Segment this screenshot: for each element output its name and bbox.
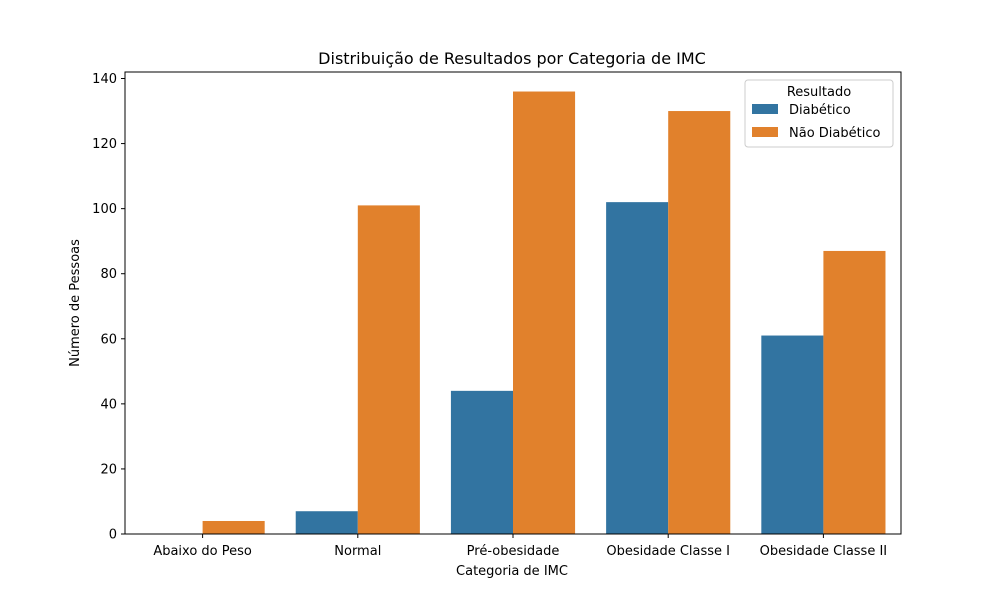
x-tick-label-1: Normal	[334, 544, 381, 559]
x-tick-label-0: Abaixo do Peso	[153, 544, 252, 559]
bar-series0-cat2	[450, 390, 513, 534]
bar-series1-cat3	[668, 111, 731, 535]
y-tick-label-3: 60	[100, 332, 117, 347]
x-tick-label-4: Obesidade Classe II	[760, 544, 887, 559]
x-axis-label: Categoria de IMC	[456, 564, 568, 579]
y-tick-label-6: 120	[92, 137, 117, 152]
y-tick-label-1: 20	[100, 462, 117, 477]
y-tick-label-5: 100	[92, 202, 117, 217]
legend: Resultado Diabético Não Diabético	[744, 79, 894, 148]
chart-title: Distribuição de Resultados por Categoria…	[318, 49, 706, 68]
bar-series1-cat4	[823, 250, 886, 534]
legend-swatch-diabetico	[752, 104, 778, 114]
plot-frame	[124, 71, 902, 535]
x-axis: Abaixo do Peso Normal Pré-obesidade Obesida…	[153, 534, 887, 559]
bar-series1-cat1	[357, 205, 420, 535]
bar-series0-cat3	[606, 202, 669, 534]
y-axis: 0 20 40 60 80 100 120 140	[92, 72, 125, 543]
bar-series0-cat4	[761, 335, 824, 534]
y-axis-label: Número de Pessoas	[68, 239, 83, 367]
legend-box	[744, 79, 894, 148]
y-tick-label-4: 80	[100, 267, 117, 282]
legend-label-diabetico: Diabético	[789, 103, 851, 118]
y-tick-label-7: 140	[92, 72, 117, 87]
legend-label-nao-diabetico: Não Diabético	[789, 126, 880, 141]
y-tick-label-2: 40	[100, 397, 117, 412]
x-tick-label-3: Obesidade Classe I	[606, 544, 730, 559]
bars-group	[202, 91, 886, 535]
bar-series1-cat2	[513, 91, 576, 535]
bar-series1-cat0	[202, 520, 265, 534]
y-tick-label-0: 0	[109, 528, 117, 543]
x-tick-label-2: Pré-obesidade	[467, 544, 560, 559]
legend-swatch-nao-diabetico	[752, 127, 778, 137]
legend-title: Resultado	[787, 85, 851, 100]
bar-series0-cat1	[295, 511, 358, 534]
